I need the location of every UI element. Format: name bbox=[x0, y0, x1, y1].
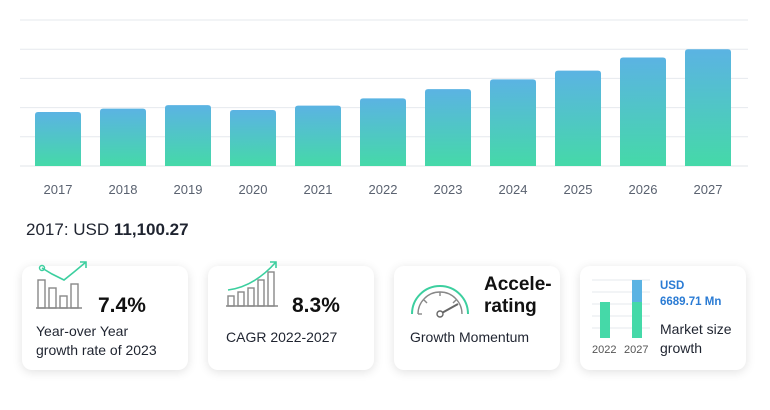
x-tick-label: 2020 bbox=[239, 182, 268, 197]
bar-2022 bbox=[360, 98, 406, 166]
market-amount: USD 6689.71 Mn bbox=[660, 278, 721, 310]
x-tick-label: 2021 bbox=[304, 182, 333, 197]
yoy-label: Year-over Year growth rate of 2023 bbox=[36, 322, 157, 360]
x-tick-label: 2026 bbox=[629, 182, 658, 197]
momentum-value: Accele- rating bbox=[484, 274, 552, 318]
market-label-line2: growth bbox=[660, 340, 703, 356]
headline-prefix: 2017: USD bbox=[26, 220, 114, 239]
x-axis-labels: 2017 2018 2019 2020 2021 2022 2023 2024 2025 2026… bbox=[44, 182, 723, 197]
yoy-value: 7.4% bbox=[98, 294, 146, 317]
bar-2018 bbox=[100, 108, 146, 166]
bar-2024 bbox=[490, 79, 536, 166]
yoy-card: 7.4% Year-over Year growth rate of 2023 bbox=[22, 261, 188, 370]
cagr-value: 8.3% bbox=[292, 294, 340, 317]
bar-chart: 2017 2018 2019 2020 2021 2022 2023 2024 2025 2026… bbox=[20, 19, 748, 197]
market-year-end: 2027 bbox=[624, 344, 649, 356]
momentum-label: Growth Momentum bbox=[410, 329, 530, 345]
headline-value: 2017: USD 11,100.27 bbox=[26, 220, 189, 240]
x-tick-label: 2023 bbox=[434, 182, 463, 197]
momentum-value-line2: rating bbox=[484, 296, 537, 317]
market-bar-2027-growth bbox=[632, 280, 642, 302]
bar-2019 bbox=[165, 105, 211, 166]
yoy-label-line1: Year-over Year bbox=[36, 323, 129, 339]
headline-amount: 11,100.27 bbox=[113, 220, 189, 239]
bar-2026 bbox=[620, 57, 666, 166]
x-tick-label: 2025 bbox=[564, 182, 593, 197]
bar-2017 bbox=[35, 111, 81, 166]
momentum-card: Accele- rating Growth Momentum bbox=[394, 266, 560, 370]
x-tick-label: 2019 bbox=[174, 182, 203, 197]
x-tick-label: 2017 bbox=[44, 182, 73, 197]
momentum-value-line1: Accele- bbox=[484, 274, 552, 295]
yoy-label-line2: growth rate of 2023 bbox=[36, 342, 157, 358]
cagr-label: CAGR 2022-2027 bbox=[226, 329, 338, 345]
bar-growth-icon bbox=[36, 261, 87, 309]
market-bar-2027-base bbox=[632, 302, 642, 338]
bar-2021 bbox=[295, 105, 341, 166]
x-tick-label: 2018 bbox=[109, 182, 138, 197]
bar-2027 bbox=[685, 49, 731, 167]
market-size-card: 2022 2027 USD 6689.71 Mn Market size gro… bbox=[580, 266, 746, 370]
x-tick-label: 2024 bbox=[499, 182, 528, 197]
market-currency: USD bbox=[660, 280, 685, 292]
market-amount-value: 6689.71 Mn bbox=[660, 296, 722, 308]
market-label-line1: Market size bbox=[660, 321, 732, 337]
market-label: Market size growth bbox=[660, 320, 732, 358]
x-tick-label: 2027 bbox=[694, 182, 723, 197]
gauge-icon bbox=[411, 285, 469, 318]
bar-2025 bbox=[555, 70, 601, 166]
cagr-card: 8.3% CAGR 2022-2027 bbox=[208, 261, 374, 370]
bars bbox=[35, 49, 731, 167]
market-bar-2022 bbox=[600, 302, 610, 338]
rising-bars-icon bbox=[226, 261, 278, 307]
market-size-bars-icon bbox=[592, 279, 650, 338]
market-year-start: 2022 bbox=[592, 344, 617, 356]
x-tick-label: 2022 bbox=[369, 182, 398, 197]
bar-2020 bbox=[230, 110, 276, 166]
bar-2023 bbox=[425, 89, 471, 166]
